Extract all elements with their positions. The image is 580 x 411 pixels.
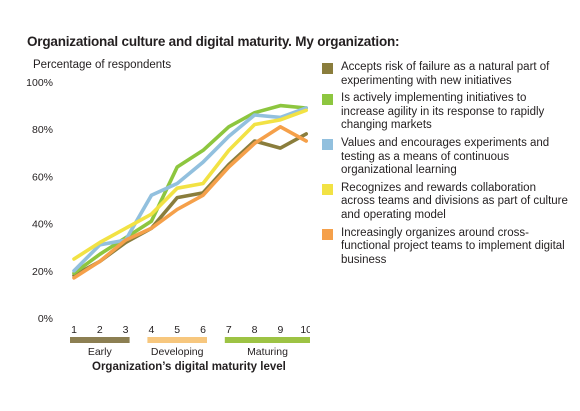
legend-label: Is actively implementing initiatives to … (341, 92, 545, 132)
x-tick-label: 1 (71, 324, 77, 336)
group-label-early: Early (88, 346, 113, 358)
series-line-5 (72, 125, 309, 280)
y-tick-label: 40% (32, 219, 53, 231)
x-tick-label: 7 (226, 324, 232, 336)
x-tick-label: 3 (123, 324, 129, 336)
group-label-maturing: Maturing (247, 346, 288, 358)
y-axis: 0% 20% 40% 60% 80% 100% (26, 77, 53, 325)
x-tick-label: 8 (252, 324, 258, 336)
group-bar-early (70, 337, 130, 343)
x-tick-label: 4 (148, 324, 154, 336)
legend-swatch (322, 138, 333, 150)
x-tick-label: 9 (277, 324, 283, 336)
legend-item: Recognizes and rewards collaboration acr… (322, 182, 572, 223)
legend-label: Values and encourages experiments and te… (341, 136, 550, 177)
legend: Accepts risk of failure as a natural par… (322, 61, 572, 271)
chart-title: Organizational culture and digital matur… (27, 34, 400, 49)
legend-item: Values and encourages experiments and te… (322, 137, 572, 178)
y-tick-label: 80% (32, 124, 53, 136)
legend-label: Accepts risk of failure as a natural par… (341, 61, 550, 87)
legend-swatch (322, 183, 333, 195)
line-chart: 0% 20% 40% 60% 80% 100% 1 2 3 4 5 6 7 8 9 10 Early Deve… (26, 77, 310, 358)
y-tick-label: 20% (32, 266, 53, 278)
legend-swatch (322, 94, 333, 106)
x-tick-label: 10 (300, 324, 310, 336)
y-tick-label: 60% (32, 171, 53, 183)
legend-swatch (322, 63, 333, 74)
series-line-4 (72, 108, 309, 261)
group-bar-developing (147, 337, 207, 343)
legend-item: Increasingly organizes around cross-func… (322, 227, 572, 268)
x-axis-label: Organization’s digital maturity level (92, 361, 286, 373)
x-tick-label: 6 (200, 324, 206, 336)
series-line-2 (72, 103, 309, 276)
legend-label: Recognizes and rewards collaboration acr… (341, 181, 568, 221)
series-lines (72, 103, 309, 280)
x-tick-label: 2 (97, 324, 103, 336)
legend-label: Increasingly organizes around cross-func… (341, 226, 565, 266)
series-line-3 (72, 106, 309, 273)
legend-item: Is actively implementing initiatives to … (322, 92, 572, 133)
y-axis-label: Percentage of respondents (33, 59, 172, 71)
group-bar-maturing (224, 337, 310, 343)
legend-swatch (322, 228, 333, 240)
group-label-developing: Developing (151, 346, 204, 358)
maturity-groups: Early Developing Maturing (70, 337, 310, 358)
y-tick-label: 0% (38, 313, 53, 325)
x-axis: 1 2 3 4 5 6 7 8 9 10 (71, 324, 310, 336)
y-tick-label: 100% (26, 77, 53, 89)
x-tick-label: 5 (174, 324, 180, 336)
legend-item: Accepts risk of failure as a natural par… (322, 61, 572, 88)
